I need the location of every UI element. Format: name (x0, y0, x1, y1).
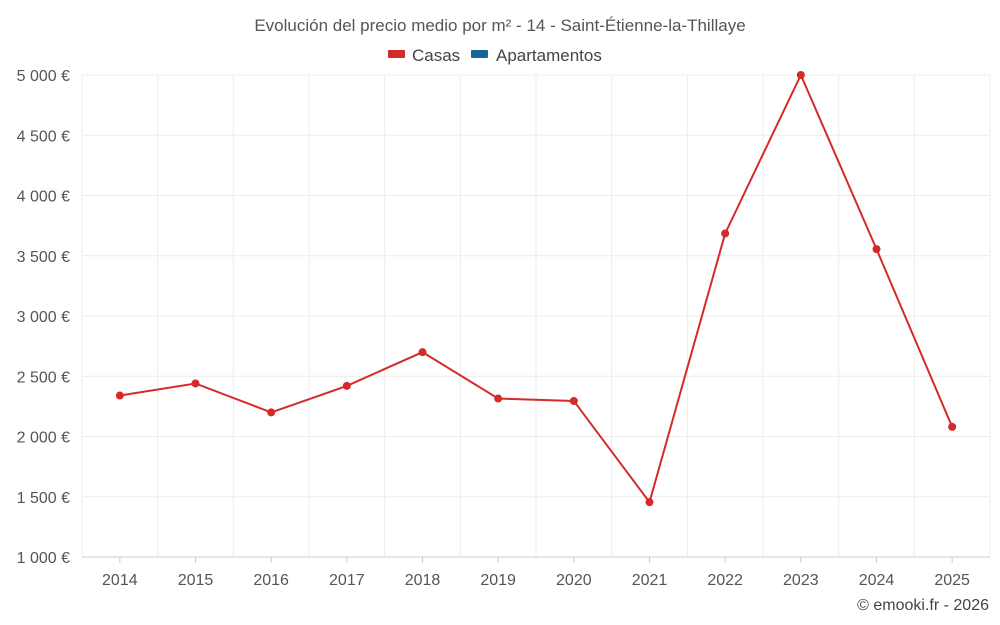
y-tick-label: 3 000 € (17, 309, 70, 326)
x-tick-label: 2021 (632, 572, 668, 589)
chart-title: Evolución del precio medio por m² - 14 -… (254, 16, 745, 35)
x-tick-label: 2015 (178, 572, 214, 589)
x-tick-label: 2018 (405, 572, 441, 589)
data-point[interactable] (796, 71, 805, 79)
x-axis: 2014 2015 2016 2017 2018 2019 2020 2021 2022 2023… (82, 556, 990, 589)
data-point[interactable] (645, 498, 654, 507)
data-point[interactable] (267, 408, 276, 417)
x-tick-label: 2024 (859, 572, 895, 589)
data-point[interactable] (721, 229, 730, 238)
data-point[interactable] (948, 422, 957, 431)
y-tick-label: 2 500 € (17, 369, 70, 386)
x-tick-label: 2025 (934, 572, 970, 589)
y-tick-label: 4 000 € (17, 189, 70, 206)
data-point[interactable] (191, 379, 200, 388)
x-tick-label: 2016 (253, 572, 289, 589)
x-tick-label: 2022 (707, 572, 743, 589)
data-point[interactable] (569, 396, 578, 405)
y-tick-label: 4 500 € (17, 128, 70, 145)
data-point[interactable] (115, 391, 124, 400)
series-line (119, 72, 954, 505)
data-point[interactable] (872, 245, 881, 254)
x-tick-label: 2023 (783, 572, 819, 589)
x-tick-label: 2017 (329, 572, 365, 589)
legend-label-apartamentos: Apartamentos (496, 46, 602, 65)
y-tick-label: 5 000 € (17, 68, 70, 85)
legend-swatch-apartamentos (471, 50, 488, 58)
y-tick-label: 1 500 € (17, 490, 70, 507)
y-tick-label: 1 000 € (17, 550, 70, 567)
credit-text: © emooki.fr - 2026 (857, 597, 989, 614)
grid (81, 74, 991, 557)
data-point[interactable] (494, 394, 503, 403)
x-tick-label: 2020 (556, 572, 592, 589)
y-tick-label: 3 500 € (17, 249, 70, 266)
x-tick-label: 2019 (480, 572, 516, 589)
legend-item-apartamentos[interactable]: Apartamentos (471, 46, 602, 65)
y-axis: 1 000 € 1 500 € 2 000 € 2 500 € 3 000 € 3 500… (17, 68, 70, 567)
legend-item-casas[interactable]: Casas (388, 46, 460, 65)
y-tick-label: 2 000 € (17, 430, 70, 447)
x-tick-label: 2014 (102, 572, 138, 589)
data-point[interactable] (418, 348, 427, 357)
series-casas (115, 71, 957, 507)
legend-swatch-casas (388, 50, 405, 58)
legend[interactable]: Casas Apartamentos (388, 46, 602, 65)
legend-label-casas: Casas (412, 46, 460, 65)
data-point[interactable] (342, 381, 351, 390)
